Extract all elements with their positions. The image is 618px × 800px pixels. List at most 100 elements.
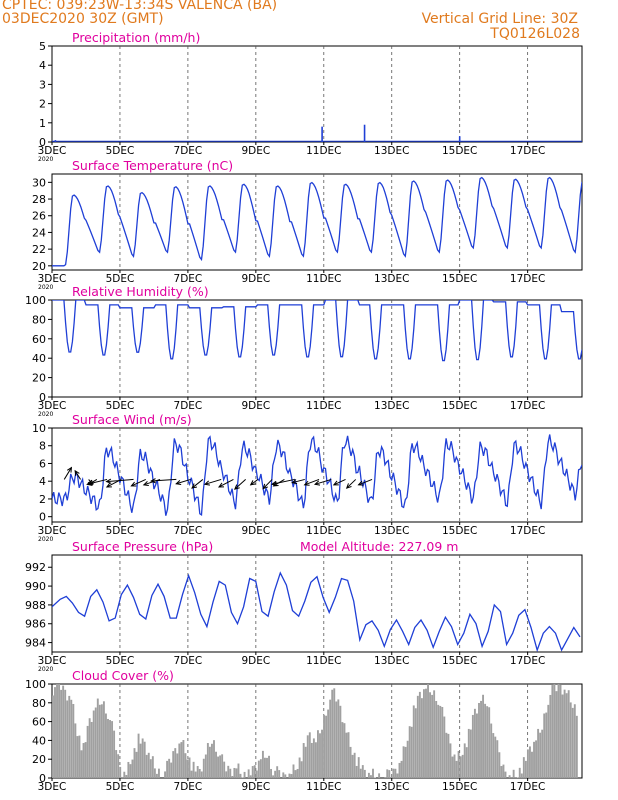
y-tick-label: 2 [39, 98, 46, 111]
wind-vector [250, 479, 259, 486]
cloud-bar [573, 704, 576, 778]
wind-vector-head [303, 480, 310, 486]
panel-frame-3 [51, 427, 583, 523]
x-tick-label: 7DEC [174, 400, 203, 412]
x-tick-label: 5DEC [106, 781, 135, 793]
cloud-bar [545, 712, 548, 778]
x-tick-label: 13DEC [374, 781, 409, 793]
y-tick-label: 5 [39, 40, 46, 53]
cloud-bar [237, 763, 240, 778]
cloud-bar [129, 764, 132, 778]
cloud-bar [96, 698, 99, 778]
cloud-bar [308, 732, 311, 778]
x-tick-label: 7DEC [174, 525, 203, 537]
cloud-bar [384, 777, 387, 778]
cloud-bar [524, 760, 527, 778]
cloud-bar [471, 714, 474, 778]
panel-title: Relative Humidity (%) [72, 284, 209, 299]
x-tick-label: 13DEC [374, 145, 409, 157]
series-line [52, 300, 582, 362]
cloud-bar [74, 723, 77, 778]
cloud-bar [516, 777, 519, 778]
cloud-bar [394, 768, 397, 778]
x-tick-label: 13DEC [374, 273, 409, 285]
cloud-bar [251, 766, 254, 778]
cloud-bar [66, 700, 69, 778]
wind-vector [218, 478, 234, 488]
wind-vector [358, 478, 373, 486]
panel-frame-4 [51, 554, 583, 653]
wind-vector-head [270, 480, 278, 486]
cloud-bar [488, 707, 491, 778]
cloud-bar [502, 764, 505, 778]
panel-title: Surface Temperature (nC) [72, 158, 233, 173]
cloud-bar [200, 771, 203, 778]
cloud-bar [461, 754, 464, 778]
precip-bar [363, 124, 366, 142]
cloud-bar [274, 770, 277, 778]
wind-vector-head [191, 483, 198, 489]
cloud-bar [284, 774, 287, 778]
cloud-bar [341, 722, 344, 778]
cloud-bar [107, 718, 109, 778]
cloud-bar [329, 699, 332, 778]
cloud-bar [76, 736, 79, 778]
cloud-bar [113, 730, 116, 778]
cloud-bar [137, 733, 140, 778]
cloud-bar [68, 695, 71, 778]
wind-vector-head [218, 482, 225, 488]
cloud-bar [518, 767, 521, 778]
cloud-bar [310, 742, 313, 778]
y-tick-label: 988 [25, 599, 46, 612]
cloud-bar [111, 721, 114, 778]
cloud-bar [317, 730, 319, 778]
cloud-bar [551, 685, 554, 778]
cloud-bar [172, 751, 175, 778]
cloud-bar [223, 761, 226, 778]
cloud-bar [400, 760, 403, 778]
x-tick-label: 11DEC [306, 400, 341, 412]
wind-vector-head [66, 466, 73, 473]
x-tick-label: 13DEC [374, 655, 409, 667]
y-tick-label: 20 [32, 372, 46, 385]
cloud-bar [433, 690, 436, 778]
cloud-bar [531, 751, 533, 778]
cloud-bar [351, 754, 354, 778]
wind-vector [74, 470, 81, 480]
y-tick-label: 20 [32, 260, 46, 273]
cloud-bar [445, 732, 448, 778]
wind-vector-head [86, 480, 93, 486]
cloud-bar [153, 768, 156, 778]
wind-vector-head [249, 480, 256, 486]
panel-plot-area-4 [52, 571, 581, 652]
x-tick-label: 15DEC [442, 525, 477, 537]
x-year-label: 2020 [38, 411, 53, 418]
cloud-bar [117, 754, 120, 778]
x-tick-label: 17DEC [510, 145, 545, 157]
cloud-bar [56, 684, 58, 778]
x-tick-label: 13DEC [374, 400, 409, 412]
cloud-bar [406, 740, 409, 778]
cloud-bar [164, 771, 167, 778]
header-date-line: 03DEC2020 30Z (GMT) [2, 11, 164, 27]
cloud-bar [125, 774, 128, 778]
wind-vector-head [105, 478, 112, 484]
wind-vector [234, 479, 246, 490]
cloud-bar [306, 735, 309, 778]
x-tick-label: 11DEC [306, 145, 341, 157]
cloud-bar [149, 759, 152, 778]
y-tick-label: 0 [39, 391, 46, 404]
y-tick-label: 8 [39, 440, 46, 453]
cloud-bar [194, 771, 197, 778]
cloud-bar [94, 707, 97, 778]
cloud-bar [496, 740, 499, 778]
wind-vector [87, 478, 108, 485]
y-tick-label: 30 [32, 176, 46, 189]
cloud-bar [410, 726, 413, 778]
cloud-bar [457, 750, 460, 778]
cloud-bar [416, 695, 419, 778]
cloud-bar [247, 769, 250, 778]
cloud-bar [504, 771, 507, 778]
cloud-bar [184, 753, 187, 778]
cloud-bar [182, 740, 185, 778]
